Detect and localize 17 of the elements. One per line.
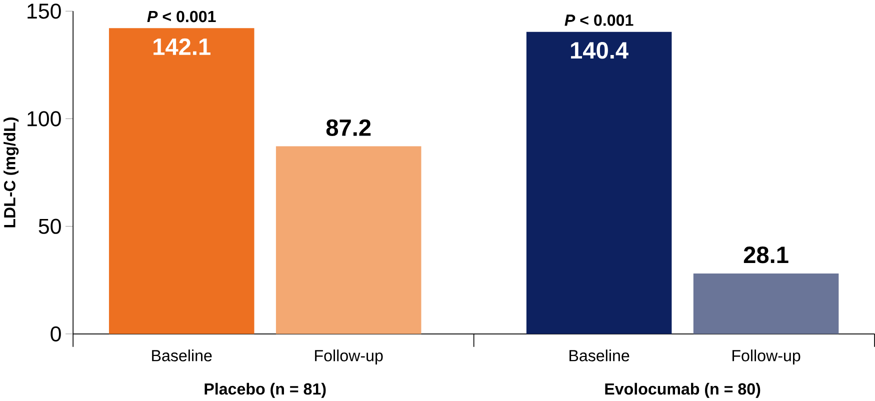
x-tick-label: Follow-up [732, 349, 800, 364]
y-tick-label: 100 [28, 110, 61, 126]
data-label: 140.4 [571, 42, 628, 59]
annotation: P < 0.001 [564, 14, 634, 26]
y-tick-label: 0 [50, 326, 61, 342]
y-tick-label: 150 [28, 3, 61, 19]
x-tick-label: Baseline [570, 349, 630, 362]
data-label: 142.1 [154, 38, 210, 55]
text: Placebo (n = 81) [204, 382, 326, 398]
data-label: 87.2 [326, 119, 371, 136]
y-axis-title: LDL-C (mg/dL) [4, 117, 19, 228]
y-tick-label: 50 [38, 218, 61, 234]
text: Evolocumab (n = 80) [605, 382, 760, 398]
data-label: 28.1 [744, 246, 788, 263]
x-tick-label: Baseline [152, 349, 212, 362]
annotation: P < 0.001 [147, 10, 216, 22]
x-tick-label: Follow-up [315, 349, 383, 364]
